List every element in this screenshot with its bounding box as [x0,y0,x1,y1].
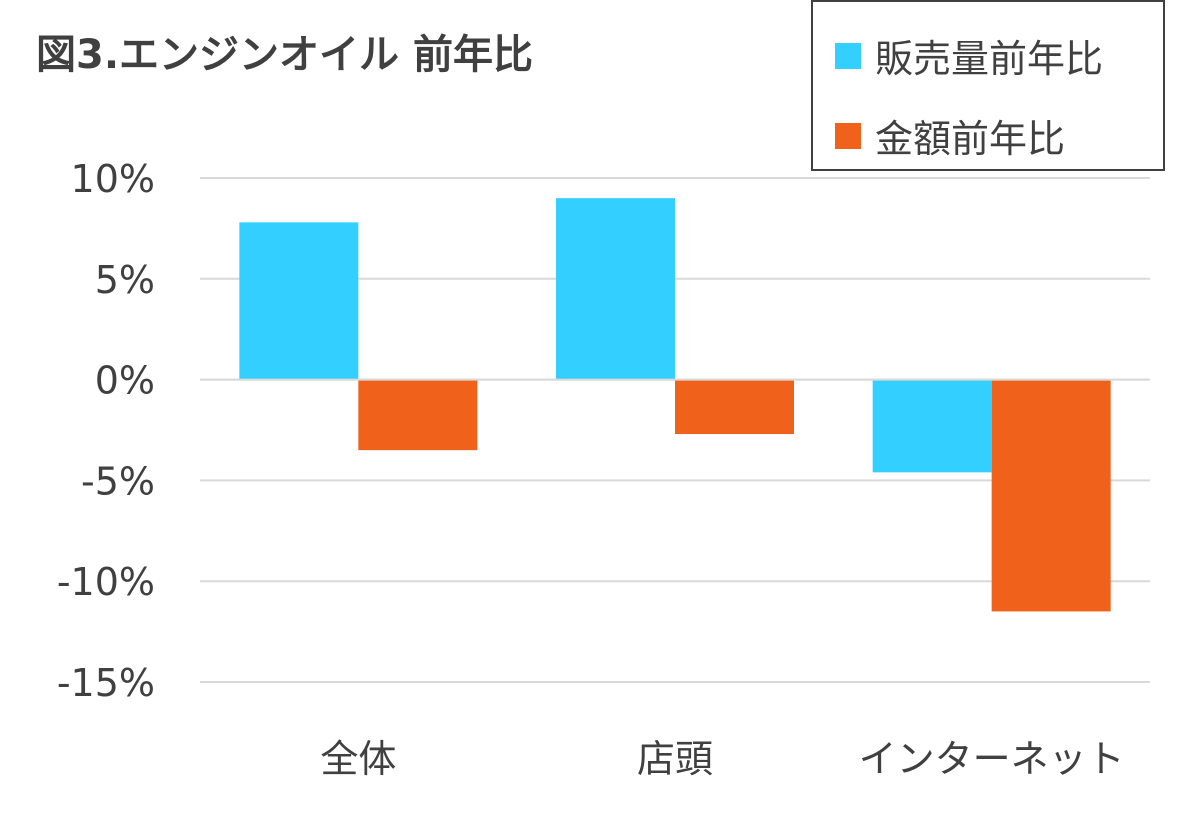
x-tick-label: インターネット [859,737,1125,781]
y-tick-label: 0% [95,359,155,403]
legend-swatch-amount [835,122,861,149]
y-tick-label: -15% [57,661,155,705]
y-tick-label: 10% [71,157,155,201]
legend-label-amount: 金額前年比 [875,117,1066,161]
legend-item-volume: 販売量前年比 [835,28,1103,83]
legend: 販売量前年比 金額前年比 [811,0,1165,171]
bar-amount [358,379,478,451]
y-tick-label: -5% [81,459,155,503]
chart-title: 図3.エンジンオイル 前年比 [36,32,533,78]
legend-label-volume: 販売量前年比 [875,37,1104,81]
legend-item-amount: 金額前年比 [835,108,1065,163]
bar-amount [991,379,1111,612]
bar-amount [675,379,794,435]
x-tick-label: 全体 [320,737,396,781]
y-tick-label: -10% [57,560,155,604]
y-tick-label: 5% [95,258,155,302]
bar-volume [872,379,992,473]
x-tick-label: 店頭 [637,737,713,781]
bar-volume [239,222,359,380]
legend-swatch-volume [835,42,861,69]
bar-volume [556,198,675,380]
